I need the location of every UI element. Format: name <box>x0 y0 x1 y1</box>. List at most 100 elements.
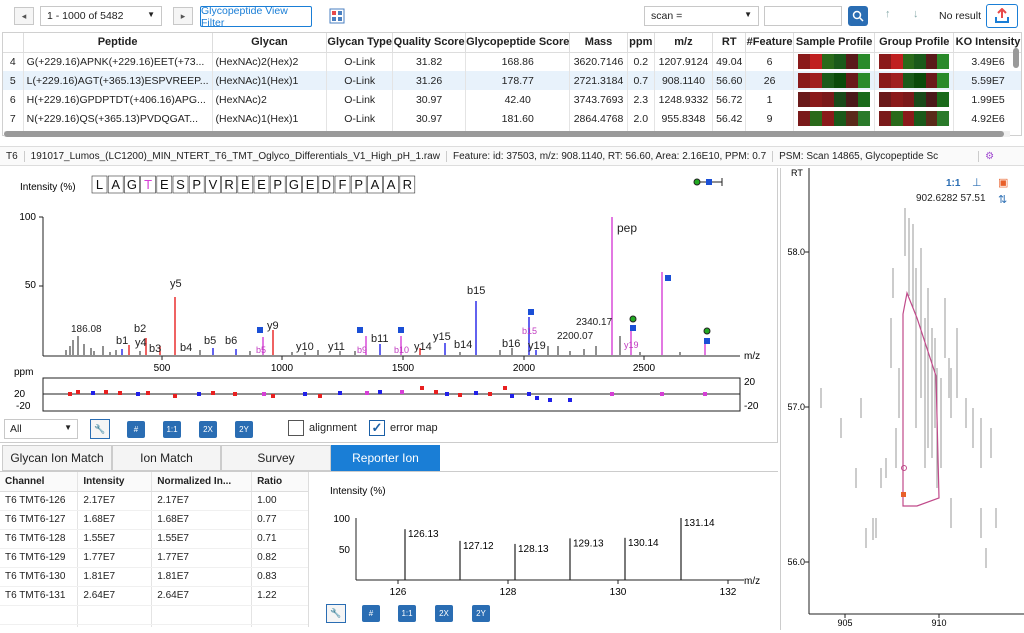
feature-marker[interactable] <box>901 465 907 471</box>
hash-button[interactable]: # <box>127 421 145 438</box>
next-page-button[interactable]: ▸ <box>173 7 193 25</box>
arrow-up-icon[interactable]: ↑ <box>885 8 891 20</box>
reporter-xtick: 130 <box>610 587 627 598</box>
col-header-ratio[interactable]: Ratio <box>251 472 308 492</box>
reporter-row[interactable]: T6 TMT6-127 1.68E7 1.68E7 0.77 <box>0 510 308 530</box>
table-row[interactable]: 4 G(+229.16)APNK(+229.16)EET(+73... (HexNA… <box>3 52 1021 71</box>
reporter-row[interactable]: T6 TMT6-128 1.55E7 1.55E7 0.71 <box>0 529 308 549</box>
sequence-residue: E <box>257 177 266 192</box>
reporter-row[interactable]: T6 TMT6-131 2.64E7 2.64E7 1.22 <box>0 586 308 606</box>
sequence-residue-box <box>205 175 221 194</box>
col-header-group-profile[interactable]: Group Profile <box>874 33 955 53</box>
breadcrumb-feature[interactable]: Feature: id: 37503, m/z: 908.1140, RT: 5… <box>447 150 774 162</box>
col-header-mz[interactable]: m/z <box>654 33 714 53</box>
table-row[interactable]: 6 H(+229.16)GPDPTDT(+406.16)APG... (HexNAc… <box>3 90 1021 109</box>
label-b10-glyco: b10 <box>394 345 409 355</box>
sequence-residue-box <box>156 175 173 194</box>
col-header-peptide[interactable]: Peptide <box>23 33 213 53</box>
breadcrumb-psm[interactable]: PSM: Scan 14865, Glycopeptide Sc <box>773 150 980 162</box>
rt-ytick-56: 56.0 <box>787 557 805 567</box>
rt-zoom-label[interactable]: 1:1 <box>946 178 961 189</box>
cell-peptide: L(+229.16)AGT(+365.13)ESPVREEP... <box>23 71 213 90</box>
tab-glycan-ion-match[interactable]: Glycan Ion Match <box>2 445 112 471</box>
reporter-row[interactable]: T6 TMT6-130 1.81E7 1.81E7 0.83 <box>0 567 308 587</box>
prev-page-button[interactable]: ◂ <box>14 7 34 25</box>
reporter-cell: 0.82 <box>251 548 308 568</box>
breadcrumb-sample[interactable]: T6 <box>0 150 25 162</box>
reporter-zoom-1to1-button[interactable]: 1:1 <box>398 605 416 622</box>
sequence-residue-box <box>172 175 189 194</box>
reporter-settings-button[interactable]: 🔧 <box>326 604 346 623</box>
image-export-icon[interactable]: ▣ <box>998 177 1009 189</box>
search-button[interactable] <box>848 6 868 26</box>
zoom-2y-button[interactable]: 2Y <box>235 421 253 438</box>
cell-glycan: (HexNAc)1(Hex)1 <box>212 109 328 128</box>
settings-button[interactable]: 🔧 <box>90 419 110 439</box>
scrollbar-thumb[interactable] <box>4 131 1004 137</box>
table-row[interactable]: 7 N(+229.16)QS(+365.13)PVDQGAT... (HexNAc)… <box>3 109 1021 128</box>
sliders-icon[interactable]: ⇅ <box>998 194 1008 206</box>
scan-search-input[interactable] <box>764 6 842 26</box>
glycan-settings-icon[interactable]: ⚙ <box>985 150 995 162</box>
cell-mass: 2721.3184 <box>569 71 628 90</box>
cell-feature: 26 <box>745 71 794 90</box>
selected-psm-marker[interactable] <box>901 492 906 497</box>
reporter-row[interactable]: T6 TMT6-129 1.77E7 1.77E7 0.82 <box>0 548 308 568</box>
axis-scale-icon[interactable]: ⊥ <box>972 177 982 189</box>
col-header-glycan-type[interactable]: Glycan Type <box>326 33 394 53</box>
reporter-row[interactable]: T6 TMT6-126 2.17E7 2.17E7 1.00 <box>0 491 308 511</box>
reporter-zoom-2y-button[interactable]: 2Y <box>472 605 490 622</box>
zoom-1to1-button[interactable]: 1:1 <box>163 421 181 438</box>
cell-mass: 2864.4768 <box>569 109 628 128</box>
col-header-quality-score[interactable]: Quality Score <box>392 33 467 53</box>
breadcrumb: T6 191017_Lumos_(LC1200)_MIN_NTERT_T6_TM… <box>0 146 1024 166</box>
col-header-feature[interactable]: #Feature <box>745 33 794 53</box>
table-row[interactable]: 5 L(+229.16)AGT(+365.13)ESPVREEP... (HexNA… <box>3 71 1021 90</box>
zoom-2x-button[interactable]: 2X <box>199 421 217 438</box>
arrow-down-icon[interactable]: ↓ <box>913 8 919 20</box>
reporter-hash-button[interactable]: # <box>362 605 380 622</box>
ppm-error-point <box>434 390 438 394</box>
tab-ion-match[interactable]: Ion Match <box>112 445 221 471</box>
col-header-index[interactable] <box>3 33 24 53</box>
export-button[interactable] <box>986 4 1018 28</box>
reporter-zoom-2x-button[interactable]: 2X <box>435 605 453 622</box>
sequence-residue: A <box>111 177 120 192</box>
col-header-normalized[interactable]: Normalized In... <box>151 472 253 492</box>
page-range-select[interactable]: 1 - 1000 of 5482 ▼ <box>40 6 162 26</box>
ppm-error-point <box>197 392 201 396</box>
feature-boundary[interactable] <box>902 290 940 507</box>
col-header-ppm[interactable]: ppm <box>627 33 655 53</box>
col-header-mass[interactable]: Mass <box>569 33 628 53</box>
ppm-right-20: 20 <box>744 377 756 388</box>
ppm-error-point <box>568 398 572 402</box>
scan-select[interactable]: scan = ▼ <box>644 6 759 26</box>
error-map-checkbox[interactable]: ✓ <box>369 420 385 436</box>
breadcrumb-file[interactable]: 191017_Lumos_(LC1200)_MIN_NTERT_T6_TMT_O… <box>25 150 447 162</box>
col-header-rt[interactable]: RT <box>712 33 747 53</box>
cell-quality-score: 31.26 <box>392 71 467 90</box>
ion-filter-select[interactable]: All ▼ <box>4 419 78 439</box>
reporter-ylabel: Intensity (%) <box>330 486 386 497</box>
alignment-checkbox[interactable] <box>288 420 304 436</box>
reporter-cell: T6 TMT6-127 <box>0 510 79 530</box>
col-header-glycan[interactable]: Glycan <box>212 33 328 53</box>
reporter-cell: 2.17E7 <box>77 491 153 511</box>
sequence-residue: R <box>224 177 233 192</box>
tab-survey[interactable]: Survey <box>221 445 331 471</box>
tab-reporter-ion[interactable]: Reporter Ion <box>331 445 440 471</box>
glycopeptide-filter-button[interactable]: Glycopeptide View Filter <box>200 5 312 29</box>
col-header-intensity[interactable]: Intensity <box>77 472 153 492</box>
table-horizontal-scrollbar[interactable] <box>4 131 1010 137</box>
col-header-glycopeptide-score[interactable]: Glycopeptide Score <box>465 33 571 53</box>
col-header-channel[interactable]: Channel <box>0 472 79 492</box>
table-vertical-scrollbar[interactable] <box>1013 48 1019 68</box>
label-y10: y10 <box>296 341 314 353</box>
col-header-ko-intensity[interactable]: KO Intensity <box>953 33 1021 53</box>
column-chooser-icon[interactable] <box>328 7 346 25</box>
col-header-sample-profile[interactable]: Sample Profile <box>793 33 876 53</box>
ppm-error-point <box>68 392 72 396</box>
ppm-error-point <box>400 390 404 394</box>
label-b9-glyco: b9 <box>357 345 367 355</box>
ppm-error-point <box>146 391 150 395</box>
